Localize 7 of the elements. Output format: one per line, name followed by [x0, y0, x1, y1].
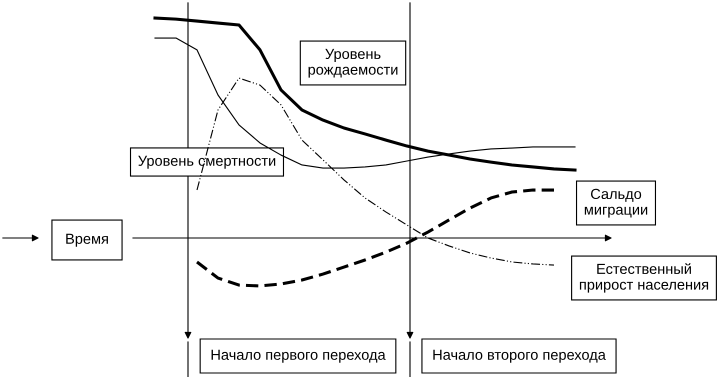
series-label: Уровень рождаемости [308, 48, 398, 78]
text: Сальдо миграции [584, 188, 648, 218]
series-label: Уровень смертности [138, 156, 276, 169]
text: Начало второго перехода [433, 350, 606, 363]
series-label: Естественный прирост населения [580, 263, 708, 293]
text: Начало первого перехода [212, 350, 386, 363]
x-axis-title: Время [66, 234, 108, 247]
